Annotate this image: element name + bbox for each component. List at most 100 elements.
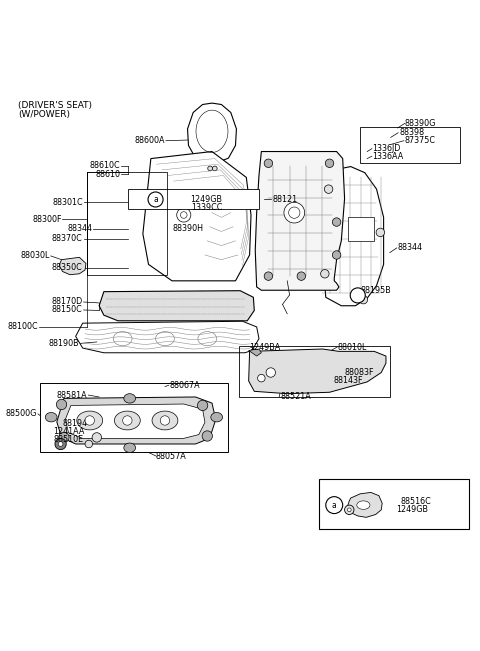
Text: 88143F: 88143F [333, 376, 363, 385]
Polygon shape [255, 152, 345, 290]
Circle shape [56, 399, 67, 409]
Polygon shape [348, 492, 382, 518]
Text: 88350C: 88350C [52, 263, 83, 272]
Text: 1249GB: 1249GB [191, 195, 222, 204]
Text: 1241AA: 1241AA [53, 427, 84, 436]
Text: (DRIVER'S SEAT): (DRIVER'S SEAT) [18, 101, 92, 110]
Text: 88510E: 88510E [54, 436, 84, 444]
Text: 88121: 88121 [272, 195, 297, 204]
Circle shape [92, 433, 101, 442]
Circle shape [345, 505, 354, 514]
Text: 88300F: 88300F [32, 215, 61, 224]
Ellipse shape [357, 501, 370, 509]
Polygon shape [59, 257, 86, 275]
Text: a: a [355, 291, 360, 300]
Circle shape [297, 272, 306, 281]
Ellipse shape [211, 413, 223, 422]
Circle shape [213, 166, 217, 171]
Polygon shape [188, 103, 237, 163]
Circle shape [348, 508, 351, 512]
Circle shape [208, 166, 213, 171]
Text: 88344: 88344 [398, 243, 423, 253]
Text: 88194: 88194 [62, 419, 87, 428]
Circle shape [284, 202, 305, 223]
Text: 88516C: 88516C [400, 497, 431, 506]
Text: 88170D: 88170D [51, 298, 83, 307]
Ellipse shape [124, 443, 135, 452]
Text: 88398: 88398 [399, 128, 424, 137]
Text: 88600A: 88600A [134, 136, 165, 145]
Text: 88344: 88344 [67, 224, 92, 233]
Polygon shape [65, 404, 205, 438]
Circle shape [264, 159, 273, 167]
Ellipse shape [152, 411, 178, 430]
Circle shape [326, 497, 343, 514]
Text: 88030L: 88030L [20, 251, 50, 260]
Circle shape [160, 416, 169, 425]
Ellipse shape [45, 413, 57, 422]
Circle shape [123, 416, 132, 425]
Circle shape [85, 440, 93, 448]
Polygon shape [99, 291, 254, 321]
Circle shape [59, 432, 69, 443]
Bar [239, 346, 390, 397]
Text: 88390G: 88390G [405, 119, 436, 128]
Text: 88521A: 88521A [280, 393, 311, 402]
Text: 1339CC: 1339CC [191, 202, 222, 212]
Text: 88301C: 88301C [52, 198, 83, 207]
Text: 1336JD: 1336JD [372, 145, 400, 153]
Circle shape [58, 441, 63, 447]
Bar [128, 189, 259, 209]
Circle shape [177, 208, 191, 222]
Text: 88390H: 88390H [172, 224, 203, 233]
Text: 1249GB: 1249GB [396, 505, 428, 514]
Polygon shape [57, 397, 216, 444]
Polygon shape [249, 349, 386, 394]
Text: a: a [332, 501, 336, 510]
Circle shape [55, 438, 66, 450]
Text: 1336AA: 1336AA [372, 152, 403, 161]
Text: 88195B: 88195B [360, 286, 391, 295]
Polygon shape [76, 321, 259, 353]
Bar [40, 383, 228, 452]
Text: a: a [153, 195, 158, 204]
Circle shape [266, 368, 276, 377]
Circle shape [324, 185, 333, 193]
Text: 88581A: 88581A [57, 391, 87, 400]
Text: 88610C: 88610C [90, 161, 120, 170]
Circle shape [258, 374, 265, 382]
Bar [319, 479, 468, 529]
Polygon shape [316, 167, 384, 306]
Text: 88150C: 88150C [52, 305, 83, 314]
Text: 88067A: 88067A [169, 381, 200, 390]
Circle shape [264, 272, 273, 281]
Text: 88083F: 88083F [345, 368, 374, 377]
Ellipse shape [114, 411, 140, 430]
Polygon shape [249, 349, 261, 356]
Text: (W/POWER): (W/POWER) [18, 110, 70, 119]
Circle shape [359, 296, 368, 304]
Bar [360, 126, 460, 163]
Text: 88190B: 88190B [49, 339, 79, 348]
Circle shape [202, 431, 213, 441]
Ellipse shape [124, 394, 135, 403]
Text: 88610: 88610 [96, 170, 120, 178]
Bar [348, 217, 374, 241]
Circle shape [197, 400, 208, 411]
Circle shape [350, 288, 365, 303]
Circle shape [85, 416, 95, 425]
Text: 1249BA: 1249BA [250, 342, 281, 352]
Text: 88100C: 88100C [7, 322, 38, 331]
Circle shape [325, 159, 334, 167]
Ellipse shape [77, 411, 103, 430]
Text: 87375C: 87375C [405, 136, 436, 145]
Polygon shape [143, 152, 251, 281]
Text: 88057A: 88057A [156, 452, 186, 461]
Circle shape [332, 218, 341, 227]
Circle shape [376, 228, 384, 236]
Text: 88010L: 88010L [338, 342, 367, 352]
Circle shape [148, 192, 163, 207]
Circle shape [332, 251, 341, 259]
Text: 88370C: 88370C [52, 234, 83, 243]
Circle shape [321, 270, 329, 278]
